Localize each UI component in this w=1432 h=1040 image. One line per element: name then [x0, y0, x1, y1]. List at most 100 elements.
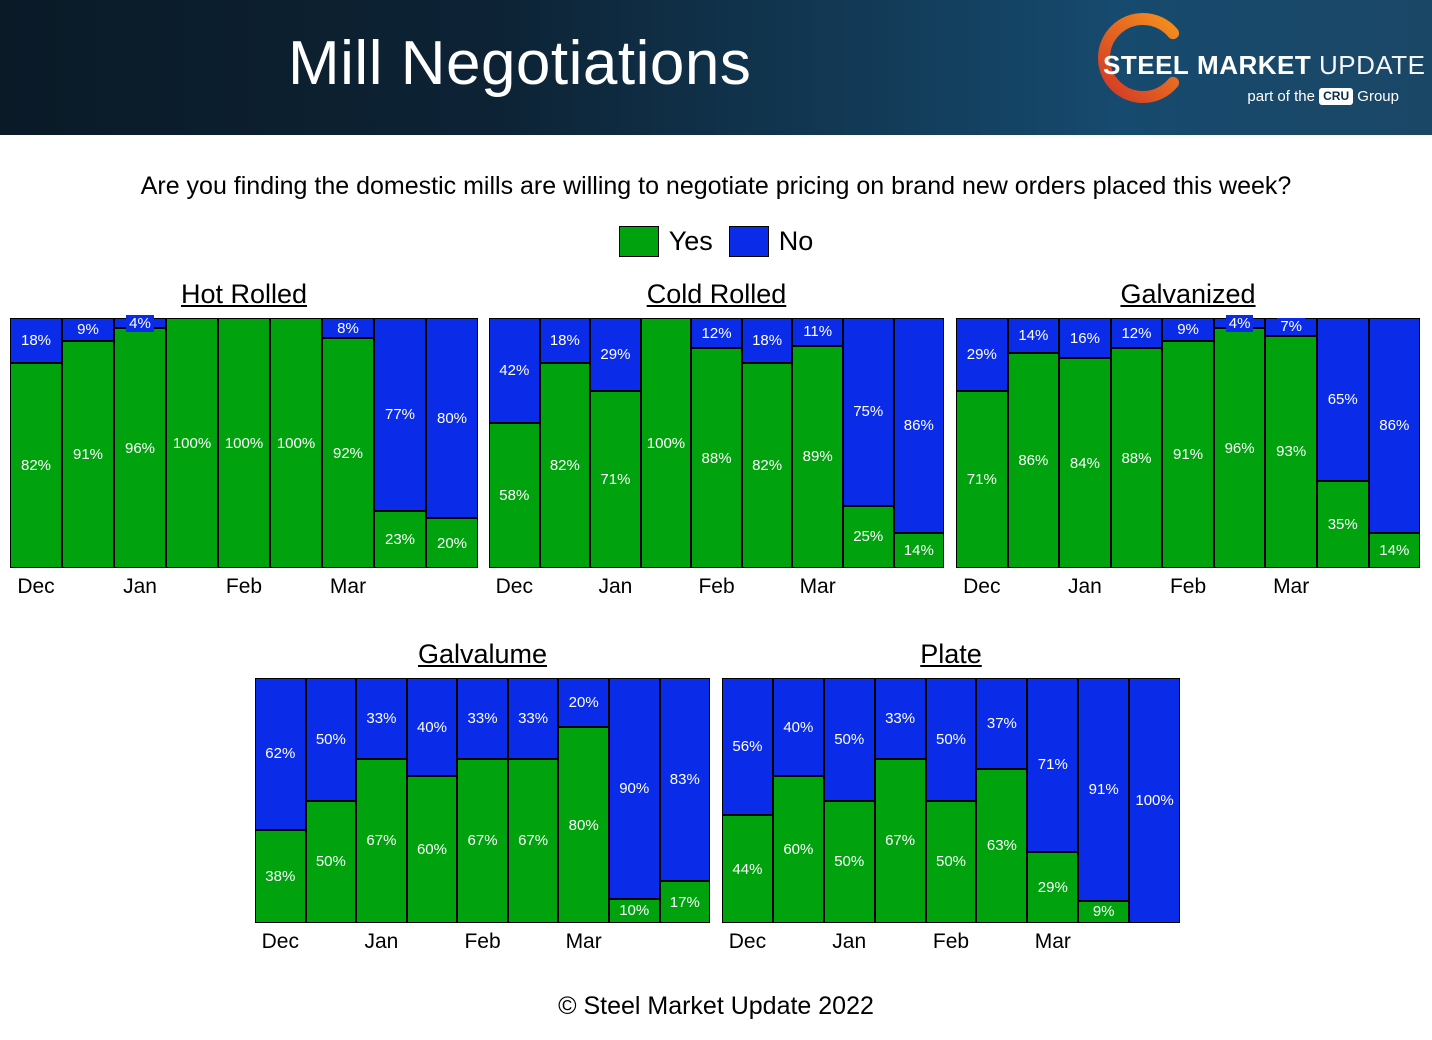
legend-label-no: No	[778, 226, 814, 256]
bar-group: 33% 67%	[457, 678, 508, 923]
bar-segment-yes: 60%	[772, 776, 824, 923]
bar-group: 56% 44%	[722, 678, 773, 923]
bar-value-label: 20%	[433, 534, 471, 552]
bar-segment-yes: 82%	[10, 363, 62, 568]
logo-word-update: UPDATE	[1318, 50, 1426, 80]
bar-segment-no: 50%	[823, 678, 875, 801]
bar-value-label: 88%	[1118, 449, 1155, 467]
x-axis-label: Jan	[123, 575, 157, 598]
bar-group: 75% 25%	[842, 318, 894, 568]
tagline-pre: part of the	[1247, 88, 1315, 105]
x-axis: Dec Jan Feb Mar	[956, 575, 1420, 599]
bar-segment-yes: 100%	[640, 318, 692, 568]
bar-segment-no: 75%	[842, 318, 894, 506]
page-title: Mill Negotiations	[288, 29, 752, 98]
chart-title: Hot Rolled	[180, 279, 308, 309]
bar-value-label: 35%	[1324, 515, 1361, 533]
bar-value-label: 4%	[126, 314, 154, 332]
bar-segment-no: 65%	[1316, 318, 1369, 481]
chart-plot: 56% 44% 40% 60% 50% 50% 33% 67% 50% 50% 37% 63% 71% 2…	[722, 678, 1181, 923]
bar-segment-no: 33%	[356, 678, 407, 759]
bar-group: 12% 88%	[1110, 318, 1163, 568]
bar-segment-yes: 50%	[823, 800, 875, 923]
bar-segment-yes: 67%	[507, 758, 559, 923]
bar-value-label: 93%	[1273, 443, 1310, 461]
bar-group: 7% 93%	[1265, 318, 1317, 568]
chart-hot-rolled: Hot Rolled 18% 82% 9% 91% 4% 96% 100% 100% 100% 8%…	[10, 278, 478, 599]
x-axis-label: Mar	[799, 575, 836, 598]
bar-group: 90% 10%	[608, 678, 660, 923]
chart-plate: Plate 56% 44% 40% 60% 50% 50% 33% 67% 50% 50% 37% 63…	[722, 638, 1181, 954]
x-axis: Dec Jan Feb Mar	[255, 930, 710, 954]
bar-segment-yes: 96%	[1213, 328, 1266, 568]
bar-group: 33% 67%	[507, 678, 559, 923]
bar-group: 33% 67%	[356, 678, 407, 923]
x-axis-label: Jan	[832, 930, 867, 953]
bar-value-label: 44%	[729, 860, 766, 878]
bar-value-label: 50%	[831, 853, 868, 871]
smu-swoosh-icon	[1098, 13, 1188, 103]
x-axis-label: Feb	[932, 930, 970, 953]
bar-value-label: 16%	[1066, 329, 1103, 347]
bar-value-label: 29%	[597, 345, 634, 363]
bar-segment-yes: 67%	[457, 758, 508, 923]
x-axis-label: Mar	[329, 575, 367, 598]
bar-value-label: 86%	[1376, 417, 1413, 434]
chart-title: Cold Rolled	[646, 279, 787, 309]
bar-group: 50% 50%	[823, 678, 875, 923]
x-axis-label	[1129, 930, 1180, 954]
bar-segment-yes: 63%	[976, 768, 1028, 923]
chart-plot: 62% 38% 50% 50% 33% 67% 40% 60% 33% 67% 33% 67% 20% 8…	[255, 678, 711, 923]
x-axis-label	[508, 930, 559, 954]
x-axis-label: Dec	[17, 575, 55, 598]
bar-segment-no: 90%	[608, 678, 660, 899]
x-axis-label	[875, 930, 926, 954]
bar-group: 18% 82%	[539, 318, 591, 568]
x-axis-label	[641, 575, 692, 599]
bar-group: 100%	[270, 318, 322, 568]
bar-value-label: 67%	[515, 832, 552, 850]
chart-cold-rolled: Cold Rolled 42% 58% 18% 82% 29% 71% 100% 12% 88% 1…	[489, 278, 945, 599]
bar-value-label: 100%	[643, 434, 689, 452]
bar-segment-yes: 82%	[539, 363, 591, 568]
bar-value-label: 67%	[363, 832, 400, 850]
bar-value-label: 40%	[413, 718, 450, 736]
x-axis-label	[166, 575, 218, 599]
bar-value-label: 50%	[831, 730, 868, 748]
bar-segment-yes: 9%	[1078, 900, 1130, 923]
bar-segment-yes: 14%	[1368, 533, 1421, 568]
bar-value-label: 71%	[963, 470, 1000, 488]
bar-segment-yes: 29%	[1027, 851, 1079, 923]
bar-value-label: 50%	[312, 730, 349, 748]
bar-value-label: 67%	[464, 832, 501, 850]
x-axis-label	[374, 575, 426, 599]
x-axis-label: Jan	[598, 575, 633, 598]
tagline-post: Group	[1357, 88, 1399, 105]
bar-segment-yes: 50%	[925, 800, 977, 923]
bar-value-label: 10%	[616, 902, 653, 920]
x-axis-label	[270, 575, 322, 599]
bar-group: 80% 20%	[426, 318, 478, 568]
x-axis-label	[306, 930, 357, 954]
bar-value-label: 65%	[1324, 390, 1361, 408]
bar-segment-no: 50%	[305, 678, 357, 801]
bar-group: 29% 71%	[956, 318, 1008, 568]
bar-group: 9% 91%	[1162, 318, 1214, 568]
legend-swatch-no	[728, 226, 769, 257]
bar-value-label: 25%	[850, 528, 887, 546]
x-axis-label	[1008, 575, 1060, 599]
bar-value-label: 12%	[1118, 324, 1155, 342]
bar-value-label: 91%	[69, 445, 107, 463]
bar-segment-yes: 14%	[893, 533, 945, 568]
bar-value-label: 33%	[363, 709, 400, 727]
bar-group: 8% 92%	[322, 318, 374, 568]
bar-group: 65% 35%	[1316, 318, 1369, 568]
bar-value-label: 91%	[1170, 445, 1207, 463]
bar-segment-yes: 100%	[166, 318, 218, 568]
bar-segment-yes: 44%	[722, 815, 773, 923]
bar-value-label: 56%	[729, 738, 766, 756]
bar-value-label: 42%	[496, 362, 533, 379]
bar-segment-yes: 38%	[255, 829, 306, 923]
bar-segment-no: 56%	[722, 678, 773, 816]
bar-group: 100%	[1129, 678, 1181, 923]
